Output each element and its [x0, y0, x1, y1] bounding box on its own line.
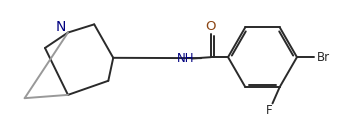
Text: F: F — [266, 104, 272, 117]
Text: N: N — [55, 20, 66, 34]
Text: NH: NH — [177, 52, 194, 65]
Text: O: O — [206, 21, 216, 34]
Text: Br: Br — [317, 51, 330, 64]
